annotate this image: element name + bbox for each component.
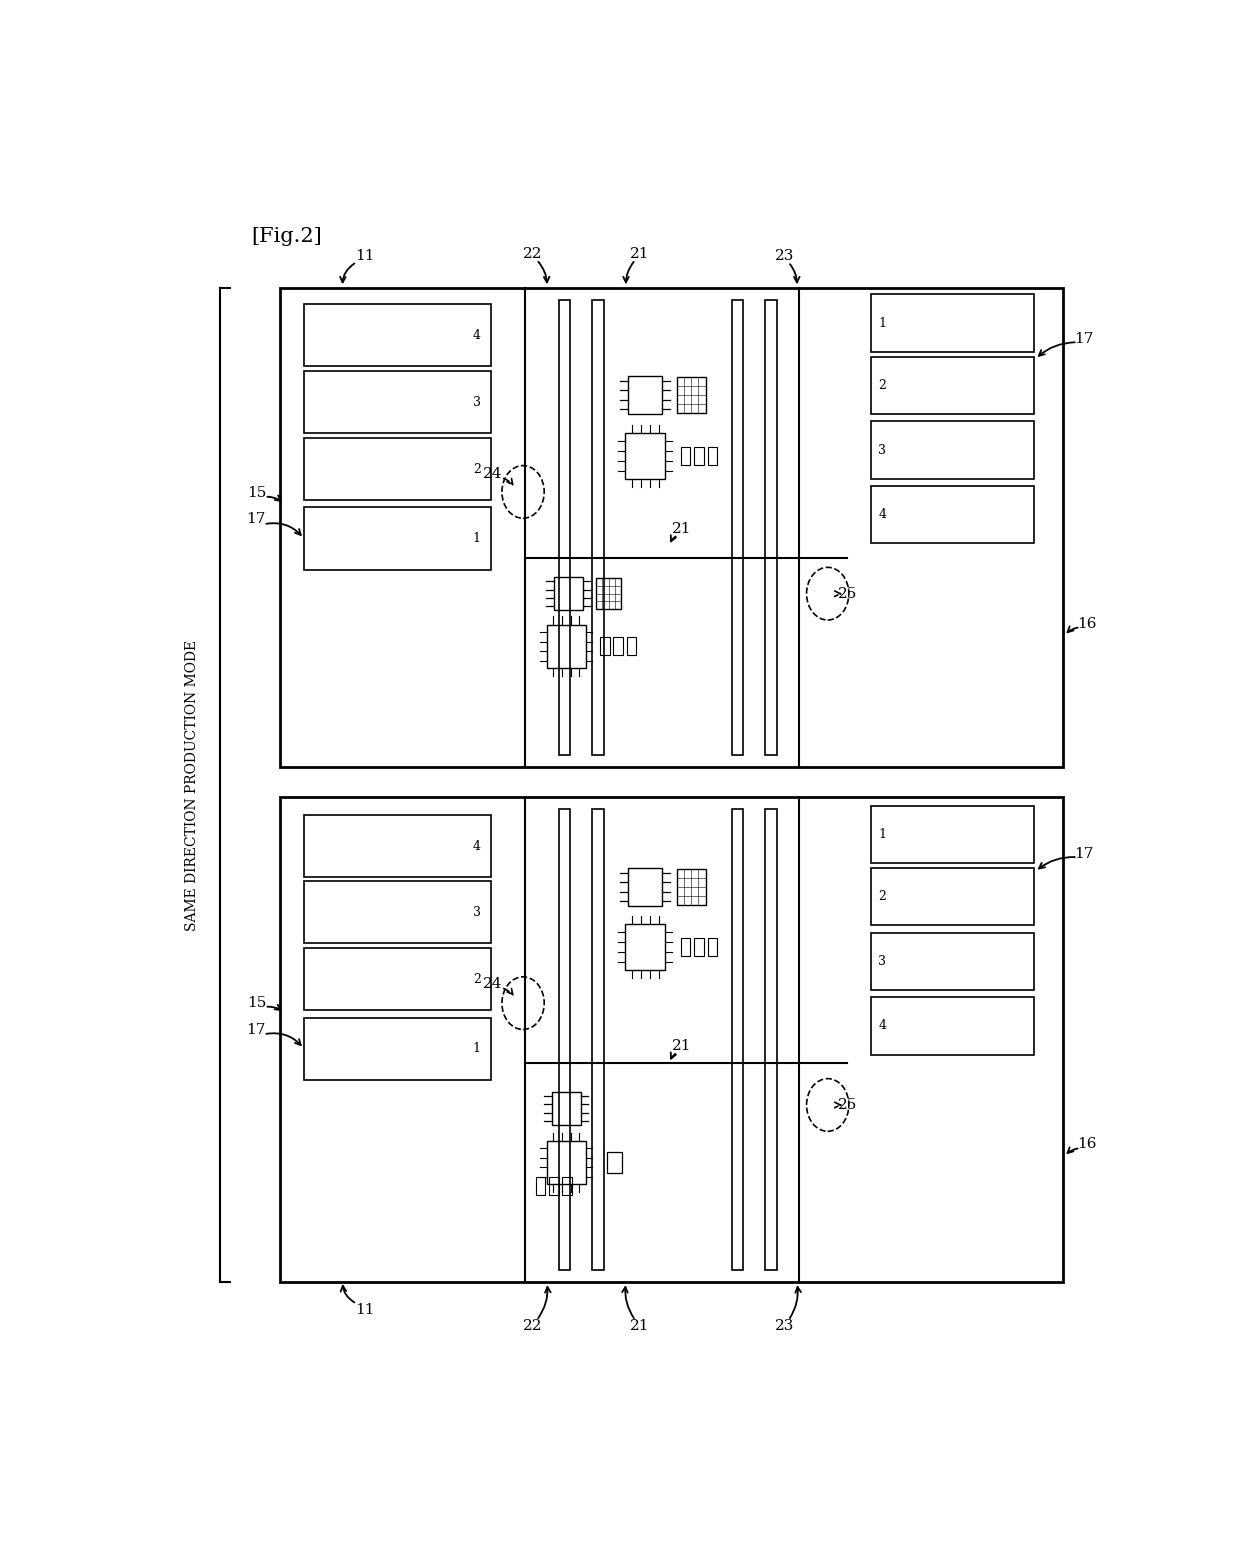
Text: 16: 16 [1078, 617, 1097, 631]
Text: 21: 21 [630, 247, 649, 261]
Bar [627, 376, 662, 414]
Bar [280, 798, 1063, 1283]
Bar [677, 376, 706, 414]
Bar [554, 577, 583, 611]
Bar [870, 421, 1034, 479]
Text: 17: 17 [247, 1023, 265, 1037]
Text: 23: 23 [775, 1320, 794, 1334]
Bar [280, 288, 1063, 767]
Bar [552, 1092, 580, 1126]
Text: 23: 23 [775, 249, 794, 263]
Bar [558, 809, 570, 1270]
Text: 11: 11 [355, 249, 374, 263]
Text: 1: 1 [878, 827, 887, 841]
Text: 17: 17 [247, 513, 265, 527]
Bar [627, 868, 662, 907]
Text: 24: 24 [482, 466, 502, 480]
Bar [600, 638, 610, 655]
Bar [694, 938, 704, 956]
Text: 3: 3 [878, 955, 887, 967]
Bar [547, 1141, 585, 1183]
Bar [304, 439, 491, 501]
Bar [549, 1177, 558, 1196]
Text: 21: 21 [672, 522, 692, 536]
Text: 3: 3 [472, 395, 481, 409]
Bar [732, 809, 743, 1270]
Text: 15: 15 [247, 487, 267, 501]
Text: 21: 21 [672, 1039, 692, 1053]
Bar [625, 434, 666, 479]
Bar [536, 1177, 546, 1196]
Bar [304, 303, 491, 365]
Bar [765, 809, 776, 1270]
Bar [304, 815, 491, 877]
Bar [304, 372, 491, 434]
Text: 1: 1 [472, 532, 481, 546]
Bar [304, 882, 491, 944]
Bar [614, 638, 622, 655]
Text: [Fig.2]: [Fig.2] [250, 227, 322, 246]
Text: SAME DIRECTION PRODUCTION MODE: SAME DIRECTION PRODUCTION MODE [185, 639, 198, 931]
Bar [606, 1152, 622, 1172]
Bar [304, 949, 491, 1011]
Bar [563, 1177, 572, 1196]
Text: 3: 3 [472, 905, 481, 919]
Text: 25: 25 [838, 1098, 858, 1112]
Bar [708, 938, 717, 956]
Bar [681, 446, 691, 465]
Bar [870, 868, 1034, 925]
Bar [558, 300, 570, 756]
Text: 4: 4 [878, 508, 887, 521]
Bar [596, 578, 621, 610]
Bar [304, 1017, 491, 1079]
Text: 24: 24 [482, 977, 502, 991]
Text: 11: 11 [355, 1303, 374, 1317]
Text: 1: 1 [472, 1042, 481, 1056]
Bar [694, 446, 704, 465]
Text: 2: 2 [472, 973, 481, 986]
Bar [708, 446, 717, 465]
Bar [870, 356, 1034, 414]
Bar [870, 805, 1034, 863]
Text: 16: 16 [1078, 1137, 1097, 1152]
Bar [870, 997, 1034, 1054]
Bar [870, 485, 1034, 543]
Text: 15: 15 [247, 997, 267, 1011]
Text: 4: 4 [878, 1020, 887, 1033]
Text: 2: 2 [878, 889, 887, 903]
Text: 1: 1 [878, 317, 887, 330]
Bar [870, 933, 1034, 991]
Bar [765, 300, 776, 756]
Text: 3: 3 [878, 443, 887, 457]
Bar [547, 625, 585, 669]
Text: 4: 4 [472, 328, 481, 342]
Text: 25: 25 [838, 586, 858, 600]
Text: 2: 2 [878, 379, 887, 392]
Bar [593, 300, 604, 756]
Bar [870, 294, 1034, 351]
Bar [677, 869, 706, 905]
Bar [627, 638, 636, 655]
Bar [304, 507, 491, 569]
Bar [681, 938, 691, 956]
Bar [593, 809, 604, 1270]
Text: 17: 17 [1075, 331, 1094, 345]
Text: 17: 17 [1075, 846, 1094, 860]
Text: 4: 4 [472, 840, 481, 852]
Text: 2: 2 [472, 463, 481, 476]
Text: 21: 21 [630, 1320, 649, 1334]
Text: 22: 22 [523, 247, 542, 261]
Bar [625, 924, 666, 970]
Bar [732, 300, 743, 756]
Text: 22: 22 [523, 1320, 542, 1334]
